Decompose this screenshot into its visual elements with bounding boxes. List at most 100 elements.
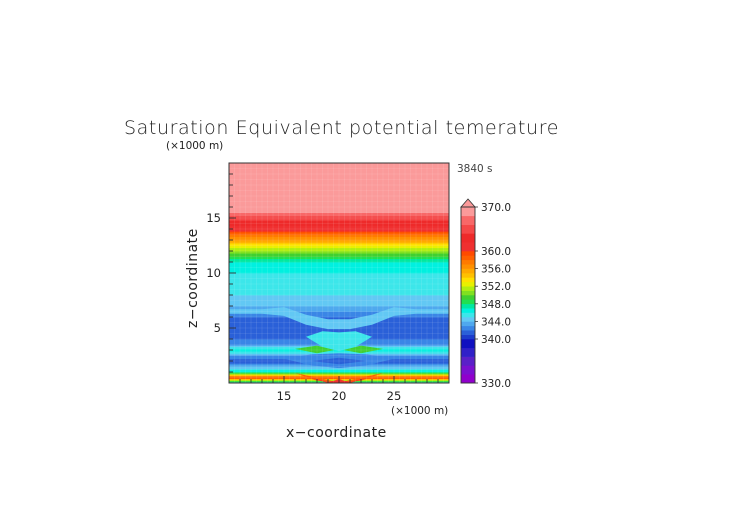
- contour-band: [229, 368, 449, 371]
- contour-band: [229, 238, 449, 241]
- contour-band: [229, 246, 449, 249]
- contour-band: [229, 292, 449, 295]
- contour-band: [229, 164, 449, 166]
- contour-band: [229, 303, 449, 306]
- colorbar-label: 340.0: [481, 334, 511, 346]
- contour-band: [229, 304, 449, 307]
- contour-band: [229, 260, 449, 263]
- contour-band: [229, 329, 449, 331]
- contour-band: [229, 218, 449, 220]
- contour-band: [229, 196, 449, 198]
- contour-band: [229, 293, 449, 296]
- contour-band: [229, 311, 449, 313]
- contour-band: [229, 301, 449, 304]
- contour-feature: [311, 357, 367, 365]
- colorbar-swatch: [461, 255, 475, 261]
- contour-band: [229, 212, 449, 214]
- contour-band: [229, 252, 449, 254]
- colorbar-swatch: [461, 224, 475, 234]
- contour-feature: [343, 345, 383, 354]
- contour-band: [229, 315, 449, 318]
- contour-band: [229, 248, 449, 251]
- contour-band: [229, 234, 449, 236]
- contour-band: [229, 200, 449, 202]
- contour-band: [229, 171, 449, 174]
- contour-band: [229, 235, 449, 238]
- y-axis: 5 10 15: [206, 173, 236, 373]
- contour-band: [229, 331, 449, 333]
- contour-band: [229, 270, 449, 273]
- contour-band: [229, 192, 449, 195]
- colorbar-swatch: [461, 281, 475, 287]
- colorbar-label: 330.0: [481, 378, 511, 390]
- colorbar-swatch: [461, 273, 475, 278]
- contour-band: [229, 265, 449, 267]
- colorbar-swatch: [461, 215, 475, 225]
- contour-band: [229, 268, 449, 271]
- contour-band: [229, 369, 449, 372]
- contour-band: [229, 287, 449, 289]
- contour-band: [229, 277, 449, 279]
- contour-band: [229, 296, 449, 298]
- contour-band: [229, 201, 449, 203]
- contour-band: [229, 179, 449, 181]
- contour-band: [229, 242, 449, 244]
- contour-band: [229, 262, 449, 264]
- colorbar-swatch: [461, 312, 475, 318]
- contour-band: [229, 317, 449, 319]
- colorbar-swatch: [461, 330, 475, 335]
- contour-feature: [229, 307, 449, 330]
- contour-band: [229, 227, 449, 230]
- contour-band: [229, 275, 449, 277]
- contour-band: [229, 220, 449, 222]
- contour-band: [229, 244, 449, 246]
- contour-band: [229, 214, 449, 217]
- y-tick-label: 10: [206, 266, 221, 280]
- contour-band: [229, 255, 449, 257]
- contour-band: [229, 289, 449, 291]
- colorbar-extend-arrow: [460, 198, 476, 208]
- colorbar-swatch: [461, 242, 475, 252]
- contour-band: [229, 190, 449, 192]
- contour-band: [229, 177, 449, 179]
- contour-band: [229, 174, 449, 176]
- contour-band: [229, 367, 449, 370]
- contour-band: [229, 302, 449, 305]
- colorbar-swatch: [461, 365, 475, 375]
- contour-band: [229, 219, 449, 221]
- contour-band: [229, 183, 449, 186]
- plot-area: [228, 162, 450, 384]
- colorbar-swatch: [461, 233, 475, 243]
- contour-band: [229, 266, 449, 268]
- contour-band: [229, 205, 449, 208]
- contour-band: [229, 216, 449, 219]
- contour-band: [229, 241, 449, 243]
- contour-band: [229, 180, 449, 183]
- contour-band: [229, 373, 449, 375]
- x-axis: 15 20 25: [239, 376, 439, 403]
- contour-band: [229, 281, 449, 284]
- contour-band: [229, 271, 449, 274]
- contour-band: [229, 330, 449, 332]
- contour-band: [229, 185, 449, 187]
- contour-band: [229, 186, 449, 188]
- colorbar-swatch: [461, 339, 475, 349]
- colorbar-swatch: [461, 317, 475, 322]
- contour-band: [229, 172, 449, 175]
- contour-band: [229, 232, 449, 234]
- colorbar-swatch: [461, 347, 475, 357]
- contour-band: [229, 237, 449, 240]
- colorbar-swatch: [461, 308, 475, 313]
- colorbar-swatch: [461, 286, 475, 291]
- contour-band: [229, 193, 449, 196]
- contour-band: [229, 291, 449, 294]
- contour-band: [229, 285, 449, 287]
- contour-band: [229, 163, 449, 165]
- contour-band: [229, 307, 449, 309]
- y-tick-label: 15: [206, 211, 221, 225]
- y-tick-label: 5: [214, 321, 221, 335]
- contour-band: [229, 222, 449, 224]
- colorbar-label: 360.0: [481, 246, 511, 258]
- contour-band: [229, 273, 449, 275]
- contour-band: [229, 182, 449, 185]
